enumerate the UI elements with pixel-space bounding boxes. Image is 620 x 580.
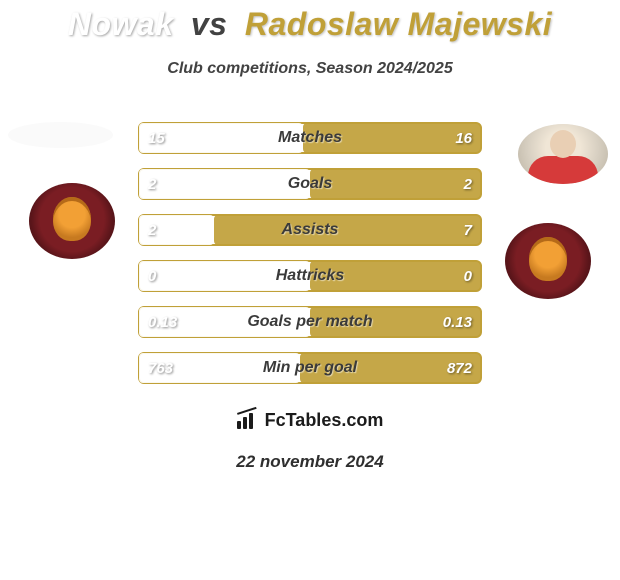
subtitle: Club competitions, Season 2024/2025 xyxy=(0,60,620,78)
player2-name: Radoslaw Majewski xyxy=(245,6,552,42)
attribution-text: FcTables.com xyxy=(265,410,384,431)
vs-separator: vs xyxy=(191,6,228,42)
stat-label: Matches xyxy=(138,122,482,154)
player2-avatar xyxy=(518,124,608,184)
stats-bars: 1516Matches 22Goals 27Assists 00Hattricks 0.… xyxy=(138,122,482,398)
stat-label: Goals xyxy=(138,168,482,200)
player2-club-crest xyxy=(498,216,598,306)
player1-avatar xyxy=(8,122,113,148)
stat-bar-assists: 27Assists xyxy=(138,214,482,246)
page-title: Nowak vs Radoslaw Majewski xyxy=(0,6,620,43)
stat-bar-goals_per_match: 0.130.13Goals per match xyxy=(138,306,482,338)
stat-bar-matches: 1516Matches xyxy=(138,122,482,154)
stat-label: Hattricks xyxy=(138,260,482,292)
stat-bar-min_per_goal: 763872Min per goal xyxy=(138,352,482,384)
stat-label: Goals per match xyxy=(138,306,482,338)
stat-bar-goals: 22Goals xyxy=(138,168,482,200)
stat-label: Assists xyxy=(138,214,482,246)
bar-chart-icon xyxy=(237,411,259,429)
stat-label: Min per goal xyxy=(138,352,482,384)
comparison-infographic: Nowak vs Radoslaw Majewski Club competit… xyxy=(0,0,620,580)
stat-bar-hattricks: 00Hattricks xyxy=(138,260,482,292)
player1-club-crest xyxy=(22,176,122,266)
date-label: 22 november 2024 xyxy=(0,452,620,472)
attribution-badge: FcTables.com xyxy=(202,396,418,444)
player1-name: Nowak xyxy=(68,6,174,42)
